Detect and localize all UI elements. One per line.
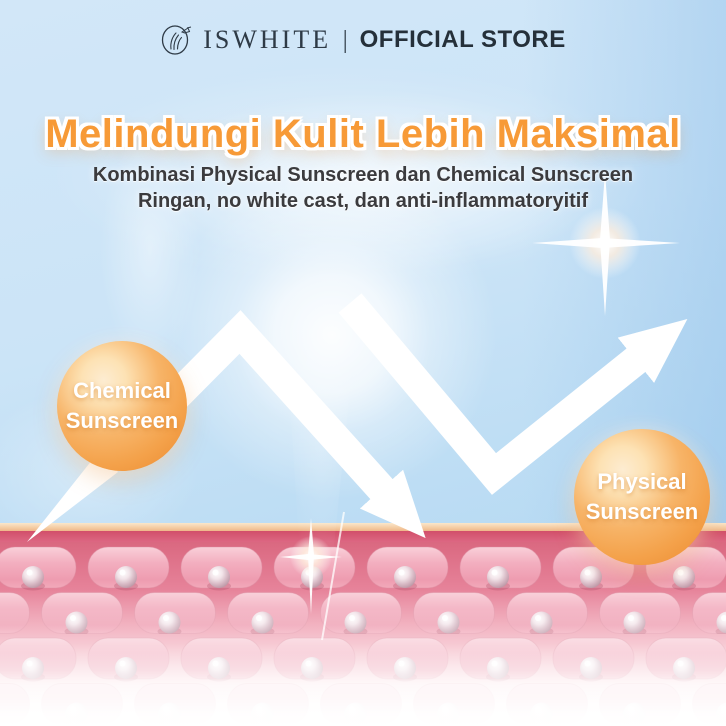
skin-layer-illustration	[0, 523, 726, 726]
chemical-badge-line-2: Sunscreen	[65, 408, 179, 433]
store-header: ISWHITE | OFFICIAL STORE	[0, 18, 726, 62]
physical-badge-line-2: Sunscreen	[585, 499, 699, 524]
headline: Melindungi Kulit Lebih Maksimal	[45, 112, 681, 156]
subheadline-line-2: Ringan, no white cast, dan anti-inflamma…	[137, 190, 589, 212]
brand-name: ISWHITE	[203, 25, 332, 54]
subheadline-line-1: Kombinasi Physical Sunscreen dan Chemica…	[92, 164, 634, 186]
subheadline: Kombinasi Physical Sunscreen dan Chemica…	[0, 162, 726, 214]
brand-logo-icon	[162, 25, 192, 55]
chemical-badge-line-1: Chemical	[73, 378, 171, 403]
physical-badge-line-1: Physical	[597, 469, 687, 494]
store-label: OFFICIAL STORE	[359, 26, 566, 53]
physical-sunscreen-badge: Physical Sunscreen	[574, 429, 710, 565]
header-divider: |	[343, 25, 348, 54]
chemical-sunscreen-badge: Chemical Sunscreen	[57, 341, 187, 471]
